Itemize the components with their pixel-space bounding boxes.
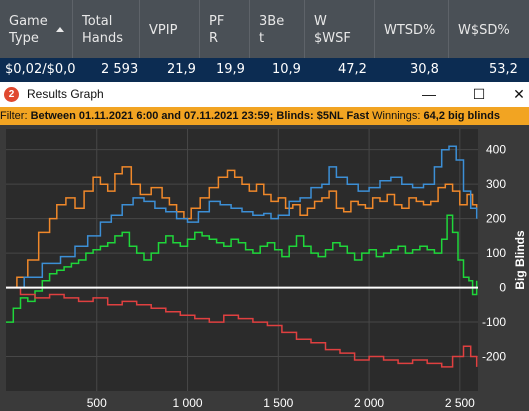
cell-vpip: 21,9: [167, 62, 196, 77]
col-vpip-label: VPIP: [149, 23, 178, 38]
col-3bet-label: 3Be t: [259, 14, 285, 46]
col-pfr[interactable]: PF R: [200, 0, 250, 58]
col-wsd-label: W$SD%: [458, 23, 510, 38]
y-tick-label: 200: [486, 212, 506, 226]
filter-prefix: Filter:: [0, 110, 28, 122]
app-logo-icon: 2: [4, 87, 19, 102]
cell-pfr: 19,9: [216, 62, 245, 77]
cell-wsd: 53,2: [489, 62, 518, 77]
col-wwsf-label: W $WSF: [314, 14, 351, 46]
window-titlebar[interactable]: 2 Results Graph — ☐ ✕: [0, 82, 529, 107]
x-tick-label: 500: [87, 396, 107, 410]
col-wtsd-label: WTSD%: [384, 23, 436, 38]
close-button[interactable]: ✕: [513, 86, 525, 102]
col-3bet[interactable]: 3Be t: [250, 0, 305, 58]
col-wtsd[interactable]: WTSD%: [375, 0, 449, 58]
col-wsd[interactable]: W$SD%: [449, 0, 529, 58]
col-total-hands-label: Total Hands: [82, 14, 124, 46]
winnings-value: 64,2 big blinds: [423, 110, 500, 122]
y-tick-label: 300: [486, 177, 506, 191]
cell-wtsd: 30,8: [410, 62, 439, 77]
col-wwsf[interactable]: W $WSF: [305, 0, 375, 58]
results-graph-window: 2 Results Graph — ☐ ✕ Filter: Between 01…: [0, 82, 529, 411]
y-tick-label: -100: [482, 315, 506, 329]
maximize-button[interactable]: ☐: [472, 86, 486, 102]
window-title: Results Graph: [27, 87, 104, 101]
filter-bar[interactable]: Filter: Between 01.11.2021 6:00 and 07.1…: [0, 107, 529, 125]
x-tick-label: 2 500: [445, 396, 475, 410]
table-row[interactable]: $0,02/$0,0 2 593 21,9 19,9 10,9 47,2 30,…: [0, 58, 529, 82]
red-series-line: [6, 286, 478, 368]
sort-ascending-icon: [56, 27, 64, 32]
cell-total-hands: 2 593: [101, 62, 139, 77]
cell-wwsf: 47,2: [338, 62, 367, 77]
results-chart: 500 1 000 1 500 2 000 2 500 400 300 200 100 0 -100…: [6, 129, 527, 410]
winnings-label: Winnings:: [372, 110, 421, 122]
col-game-type[interactable]: Game Type: [0, 0, 73, 58]
y-tick-label: 400: [486, 143, 506, 157]
x-tick-label: 2 000: [354, 396, 384, 410]
y-tick-label: -200: [482, 350, 506, 364]
col-total-hands[interactable]: Total Hands: [73, 0, 140, 58]
plot-area: [6, 129, 478, 391]
col-game-type-label: Game Type: [9, 14, 48, 46]
cell-3bet: 10,9: [272, 62, 301, 77]
y-axis-label: Big Blinds: [513, 230, 527, 290]
blue-series-line: [6, 145, 478, 289]
y-tick-label: 0: [499, 281, 506, 295]
x-tick-label: 1 500: [263, 396, 293, 410]
col-vpip[interactable]: VPIP: [140, 0, 200, 58]
minimize-button[interactable]: —: [422, 86, 436, 102]
cell-game-type: $0,02/$0,0: [5, 62, 76, 77]
stats-table-header: Game Type Total Hands VPIP PF R 3Be t W …: [0, 0, 529, 58]
y-tick-label: 100: [486, 246, 506, 260]
orange-series-line: [6, 166, 478, 289]
green-series-line: [6, 214, 478, 323]
x-tick-label: 1 000: [173, 396, 203, 410]
col-pfr-label: PF R: [209, 14, 225, 46]
filter-text: Between 01.11.2021 6:00 and 07.11.2021 2…: [30, 110, 370, 122]
